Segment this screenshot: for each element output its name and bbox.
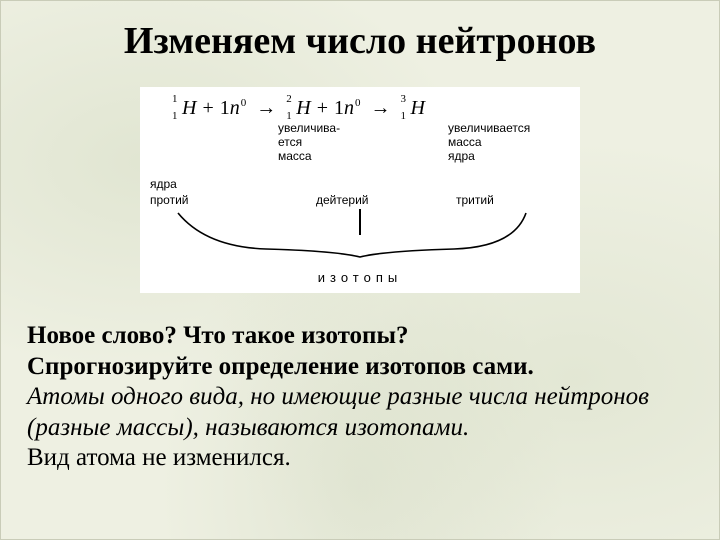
coef: 1 xyxy=(334,97,344,119)
arrow-icon: → xyxy=(256,97,276,120)
element-symbol: H xyxy=(296,97,310,119)
neutron-term: 1n0 xyxy=(334,97,361,120)
mass-number: 3 xyxy=(400,93,406,105)
isotope-names-row2: протий дейтерий тритий xyxy=(146,193,574,207)
question-line-1: Новое слово? Что такое изотопы? xyxy=(27,321,693,352)
nuclide-tritium: 3 1 H xyxy=(400,97,424,120)
atomic-number: 1 xyxy=(172,110,178,122)
atomic-number: 1 xyxy=(286,110,292,122)
brace-curve xyxy=(178,213,526,257)
caption-right: увеличивается масса ядра xyxy=(448,122,568,163)
definition-line: Атомы одного вида, но имеющие разные чис… xyxy=(27,382,693,443)
neutron-symbol: n xyxy=(230,97,240,119)
isotope-figure: 1 1 H + 1n0 → 2 1 H + 1n0 → 3 1 H увелич… xyxy=(140,87,580,293)
plus-sign: + xyxy=(317,97,328,120)
neutron-sup: 0 xyxy=(241,97,247,109)
brace-diagram xyxy=(146,207,574,272)
neutron-sup: 0 xyxy=(355,97,361,109)
coef: 1 xyxy=(220,97,230,119)
name-deuterium: дейтерий xyxy=(316,193,406,207)
arrow-icon: → xyxy=(370,97,390,120)
element-symbol: H xyxy=(410,97,424,119)
nuclear-equation: 1 1 H + 1n0 → 2 1 H + 1n0 → 3 1 H xyxy=(146,97,574,120)
element-symbol: H xyxy=(182,97,196,119)
name-protium: протий xyxy=(146,193,216,207)
caption-left: увеличива- ется масса xyxy=(278,122,388,163)
mass-number: 1 xyxy=(172,93,178,105)
closing-line: Вид атома не изменился. xyxy=(27,443,693,474)
question-line-2: Спрогнозируйте определение изотопов сами… xyxy=(27,352,693,383)
nucleus-label: ядра xyxy=(146,177,196,191)
isotope-names-row: ядра xyxy=(146,177,574,191)
atomic-number: 1 xyxy=(400,110,406,122)
plus-sign: + xyxy=(202,97,213,120)
mass-number: 2 xyxy=(286,93,292,105)
name-tritium: тритий xyxy=(456,193,536,207)
isotopes-label: изотопы xyxy=(146,270,574,287)
neutron-symbol: n xyxy=(344,97,354,119)
body-text: Новое слово? Что такое изотопы? Спрогноз… xyxy=(27,321,693,474)
nuclide-deuterium: 2 1 H xyxy=(286,97,310,120)
arrow-captions-row: увеличива- ется масса увеличивается масс… xyxy=(146,122,574,163)
neutron-term: 1n0 xyxy=(220,97,247,120)
nuclide-protium: 1 1 H xyxy=(172,97,196,120)
page-title: Изменяем число нейтронов xyxy=(1,19,719,63)
